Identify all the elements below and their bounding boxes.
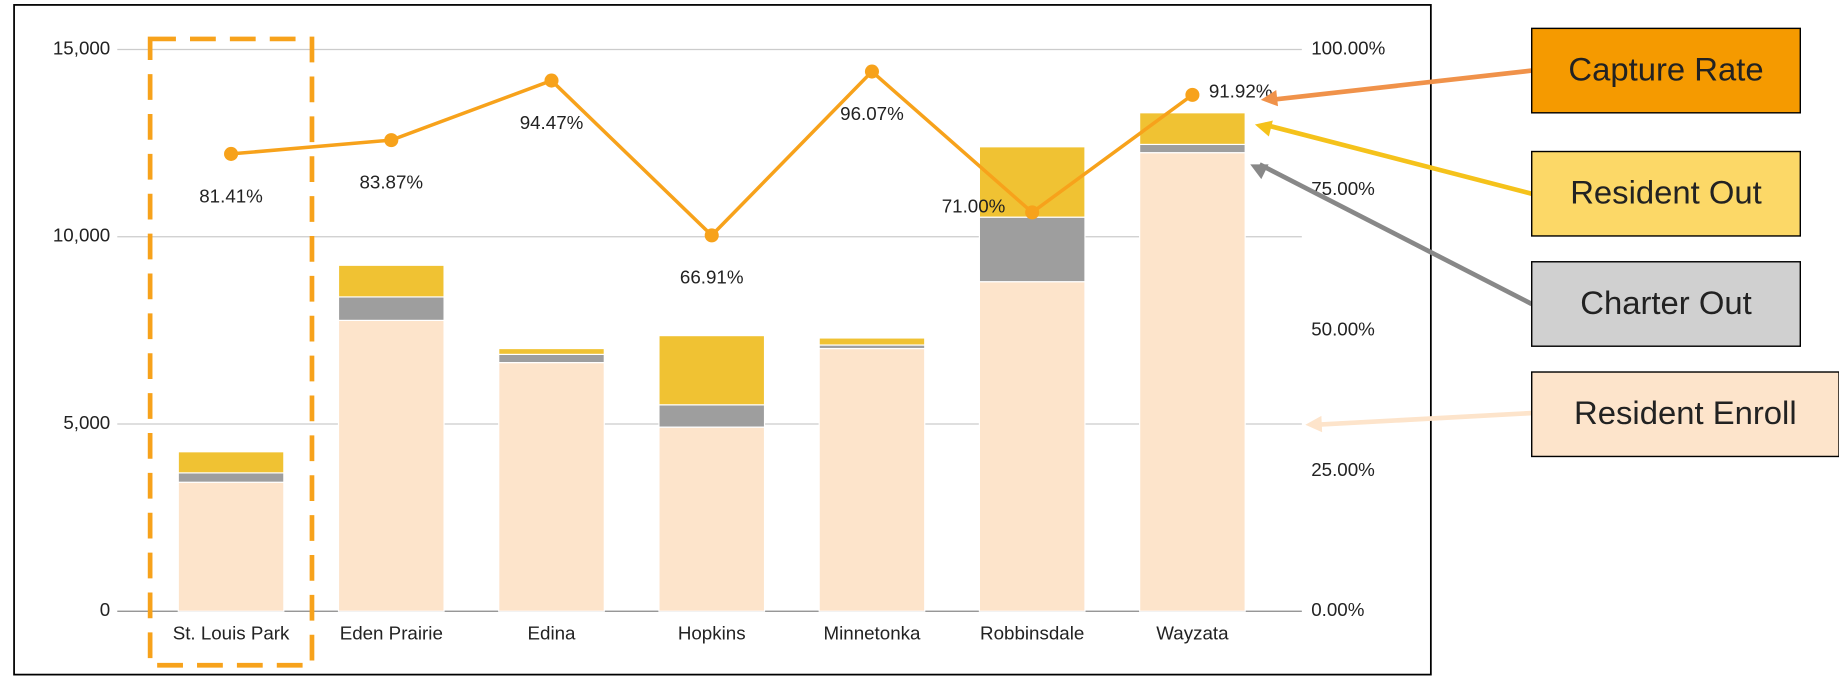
y-tick-label: 10,000 (53, 225, 110, 246)
line-point (544, 73, 559, 88)
x-tick-label: St. Louis Park (173, 623, 290, 644)
legend-text: Charter Out (1580, 284, 1752, 321)
bar-segment (177, 451, 285, 474)
arrow-head (1260, 89, 1279, 107)
line-point (384, 133, 399, 148)
y2-tick-label: 100.00% (1311, 37, 1385, 58)
bar-segment (658, 426, 766, 612)
line-point (1185, 87, 1200, 102)
data-label: 71.00% (942, 196, 1006, 217)
bar-segment (818, 337, 926, 346)
bar-segment (1139, 112, 1246, 146)
arrow-head (1305, 415, 1323, 433)
legend-box (1531, 27, 1802, 114)
bar-segment (177, 472, 285, 483)
bar-segment (498, 347, 605, 355)
bar-segment (337, 264, 445, 298)
y-tick-label: 5,000 (63, 412, 110, 433)
y2-tick-label: 25.00% (1311, 459, 1375, 480)
legend-text: Capture Rate (1568, 50, 1763, 87)
bar-segment (1139, 143, 1246, 154)
legend-box (1531, 261, 1802, 347)
bar-segment (658, 404, 766, 428)
bar-segment (1139, 152, 1246, 612)
bar-segment (337, 319, 445, 612)
y-tick-label: 15,000 (53, 37, 110, 58)
plot-area: 0 5,000 10,000 15,000 0.00% 25.00% 50.00% 75.00… (53, 37, 1385, 643)
legend: Capture Rate Resident Out Charter Out Resid… (1250, 27, 1839, 458)
arrow-head (1254, 120, 1273, 137)
data-label: 94.47% (520, 112, 584, 133)
legend-box (1531, 371, 1839, 458)
line-point (224, 146, 239, 161)
callout-arrow (1258, 162, 1533, 307)
data-label: 81.41% (199, 185, 263, 206)
chart-frame (13, 4, 1432, 676)
y-tick-label: 0 (100, 599, 110, 620)
arrow-head (1250, 164, 1269, 180)
data-label: 66.91% (680, 267, 744, 288)
legend-box (1531, 150, 1802, 237)
x-tick-label: Minnetonka (823, 623, 921, 644)
data-label: 91.92% (1209, 80, 1273, 101)
bar-segment (498, 361, 605, 612)
y2-tick-label: 75.00% (1311, 178, 1375, 199)
highlight-box (147, 36, 315, 668)
line-point (704, 228, 719, 243)
callout-arrow (1314, 410, 1532, 428)
bar-segment (498, 353, 605, 364)
bar-segment (337, 296, 445, 321)
bar-segment (978, 216, 1086, 283)
x-tick-label: Eden Prairie (340, 623, 443, 644)
callout-arrow (1269, 68, 1532, 103)
x-tick-label: Edina (528, 623, 577, 644)
x-tick-label: Robbinsdale (980, 623, 1084, 644)
legend-text: Resident Enroll (1574, 394, 1797, 431)
callout-arrow (1263, 122, 1533, 197)
line-point (864, 64, 879, 79)
legend-text: Resident Out (1570, 174, 1762, 211)
y2-tick-label: 0.00% (1311, 599, 1364, 620)
bar-segment (658, 335, 766, 406)
bar-segment (818, 347, 926, 612)
bar-segment (177, 481, 285, 612)
x-tick-label: Wayzata (1156, 623, 1229, 644)
x-tick-label: Hopkins (678, 623, 746, 644)
y2-tick-label: 50.00% (1311, 318, 1375, 339)
data-label: 96.07% (840, 103, 904, 124)
data-label: 83.87% (359, 171, 423, 192)
bar-segment (978, 281, 1086, 612)
line-point (1025, 205, 1040, 220)
